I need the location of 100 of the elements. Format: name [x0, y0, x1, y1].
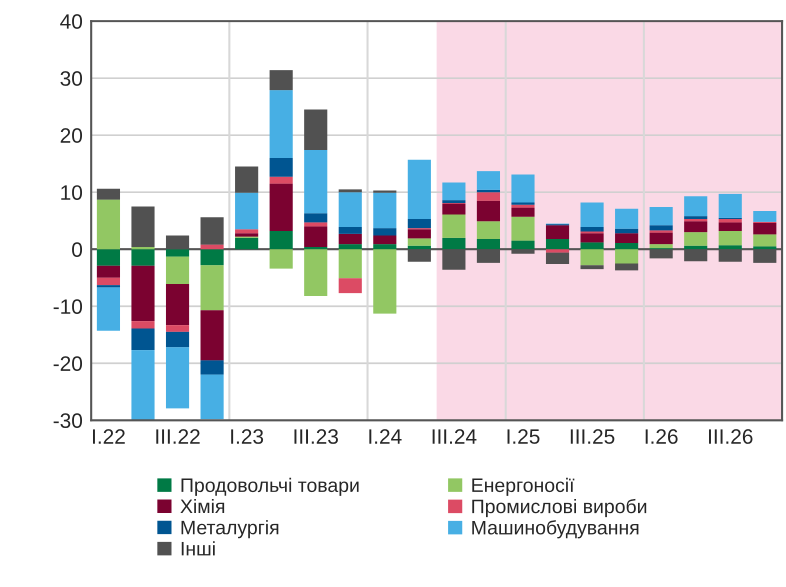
bar	[442, 214, 466, 238]
bar	[166, 249, 190, 257]
bar	[615, 208, 638, 229]
bar	[200, 360, 224, 375]
y-tick-label: -20	[54, 356, 82, 372]
bar	[235, 238, 258, 250]
x-tick-label: I.24	[369, 429, 402, 444]
bar	[580, 202, 604, 227]
bar	[166, 347, 190, 408]
bar	[442, 204, 466, 214]
bar	[615, 233, 638, 243]
bar	[511, 208, 535, 217]
bar	[131, 328, 155, 350]
legend-label: Продовольчі товари	[182, 478, 359, 496]
bar	[373, 249, 396, 314]
bar	[546, 249, 570, 253]
bar	[200, 310, 224, 360]
x-tick-label: III.23	[294, 429, 338, 444]
bar	[511, 216, 535, 241]
x-tick-label: I.23	[231, 429, 264, 444]
bar	[200, 244, 224, 250]
bar	[373, 190, 396, 193]
bar	[200, 374, 224, 420]
legend-label: Промислові вироби	[472, 498, 646, 518]
bar	[96, 287, 120, 331]
bar	[304, 110, 328, 150]
bar	[546, 252, 570, 264]
bar	[338, 278, 362, 294]
bar	[580, 226, 604, 232]
bar	[166, 256, 190, 284]
bar	[338, 226, 362, 234]
bar	[96, 200, 120, 250]
bar	[476, 192, 500, 201]
y-tick-label: 10	[61, 185, 82, 200]
bar	[718, 194, 742, 218]
legend-label: Машинобудування	[472, 520, 638, 538]
x-tick-label: III.24	[432, 429, 476, 444]
bar	[476, 171, 500, 190]
y-tick-label: 20	[60, 128, 82, 143]
bar	[131, 206, 155, 247]
bar	[650, 225, 673, 230]
bar	[200, 217, 224, 245]
bar	[684, 221, 708, 232]
bar	[270, 70, 293, 90]
bar	[408, 229, 431, 238]
bar	[235, 229, 258, 234]
bar	[131, 321, 155, 328]
bar	[270, 249, 293, 269]
bar	[650, 207, 673, 226]
bar	[511, 240, 535, 250]
bar	[270, 90, 293, 158]
bar	[338, 192, 362, 227]
bar	[373, 236, 396, 244]
bar	[304, 150, 328, 214]
bar	[166, 284, 190, 326]
bar	[270, 158, 293, 177]
x-tick-label: III.26	[709, 429, 752, 444]
bar	[373, 192, 396, 228]
bar	[718, 219, 742, 222]
bar	[338, 244, 362, 250]
bar	[615, 242, 638, 250]
bar	[650, 232, 673, 244]
bar	[304, 222, 328, 226]
bar	[96, 249, 120, 266]
bar	[408, 238, 431, 246]
bar	[511, 204, 535, 208]
x-tick-label: III.22	[156, 429, 200, 444]
bar	[580, 242, 604, 250]
legend-label: Енергоносії	[472, 478, 574, 496]
bar	[338, 234, 362, 244]
bar	[96, 188, 120, 200]
y-tick-label: -30	[54, 413, 82, 428]
bar	[131, 249, 155, 266]
bar	[718, 222, 742, 231]
bar	[304, 226, 328, 247]
bar	[684, 216, 708, 219]
bar	[166, 332, 190, 348]
bar	[270, 230, 293, 250]
bar	[580, 233, 604, 242]
bar	[408, 160, 431, 219]
bar	[235, 192, 258, 230]
legend-label: Інші	[182, 541, 215, 556]
bar	[442, 238, 466, 250]
x-tick-label: I.25	[508, 429, 540, 444]
bar	[96, 278, 120, 286]
legend-label: Металургія	[182, 520, 278, 538]
bar	[546, 238, 570, 250]
bar	[304, 249, 328, 296]
bar	[235, 166, 258, 193]
bar	[408, 219, 431, 228]
bar	[304, 213, 328, 222]
bar	[753, 211, 776, 222]
bar	[580, 249, 604, 266]
bar	[476, 221, 500, 239]
bar	[615, 249, 638, 264]
bar	[684, 232, 708, 246]
bar	[442, 200, 466, 204]
bar	[476, 200, 500, 222]
x-tick-label: I.22	[93, 429, 125, 444]
bar	[373, 244, 396, 250]
